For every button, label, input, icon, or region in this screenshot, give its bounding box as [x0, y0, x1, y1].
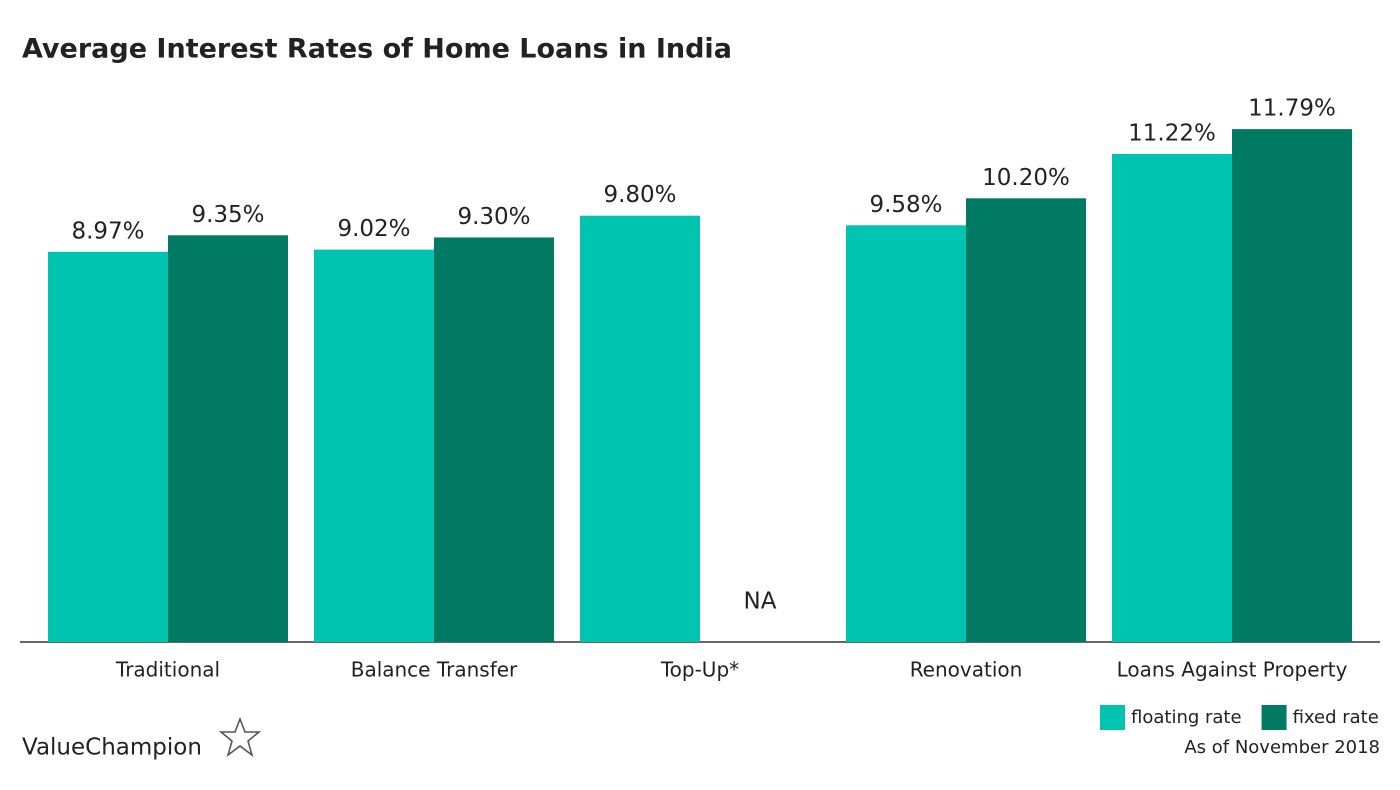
- x-tick-label: Renovation: [910, 658, 1023, 682]
- legend-swatch: [1100, 705, 1125, 730]
- brand-star: [218, 716, 262, 758]
- chart-title: Average Interest Rates of Home Loans in …: [22, 34, 732, 65]
- bar: [1112, 153, 1232, 642]
- value-label: 11.22%: [1128, 120, 1216, 146]
- value-label: 10.20%: [982, 165, 1070, 191]
- bar: [48, 251, 168, 642]
- legend-swatch: [1261, 705, 1287, 730]
- value-label: 8.97%: [71, 218, 144, 244]
- note: As of November 2018: [1184, 737, 1380, 758]
- value-label: NA: [744, 589, 777, 615]
- value-label: 9.80%: [603, 182, 676, 208]
- bar: [314, 249, 434, 642]
- value-label: 9.35%: [191, 202, 264, 228]
- x-tick-label: Loans Against Property: [1117, 658, 1348, 682]
- bar: [168, 235, 288, 642]
- bar: [580, 215, 700, 642]
- x-tick-label: Top-Up*: [660, 658, 739, 682]
- value-label: 9.30%: [457, 204, 530, 230]
- brand: ValueChampion: [22, 735, 202, 761]
- x-tick-label: Traditional: [115, 658, 220, 682]
- x-tick-label: Balance Transfer: [351, 658, 518, 682]
- value-label: 9.58%: [869, 192, 942, 218]
- bar: [1232, 129, 1352, 642]
- value-label: 11.79%: [1248, 96, 1336, 122]
- bar: [966, 198, 1086, 643]
- value-label: 9.02%: [337, 216, 410, 242]
- bar: [434, 237, 554, 642]
- legend-label: fixed rate: [1293, 707, 1379, 728]
- bar: [846, 225, 966, 642]
- legend-label: floating rate: [1131, 707, 1242, 728]
